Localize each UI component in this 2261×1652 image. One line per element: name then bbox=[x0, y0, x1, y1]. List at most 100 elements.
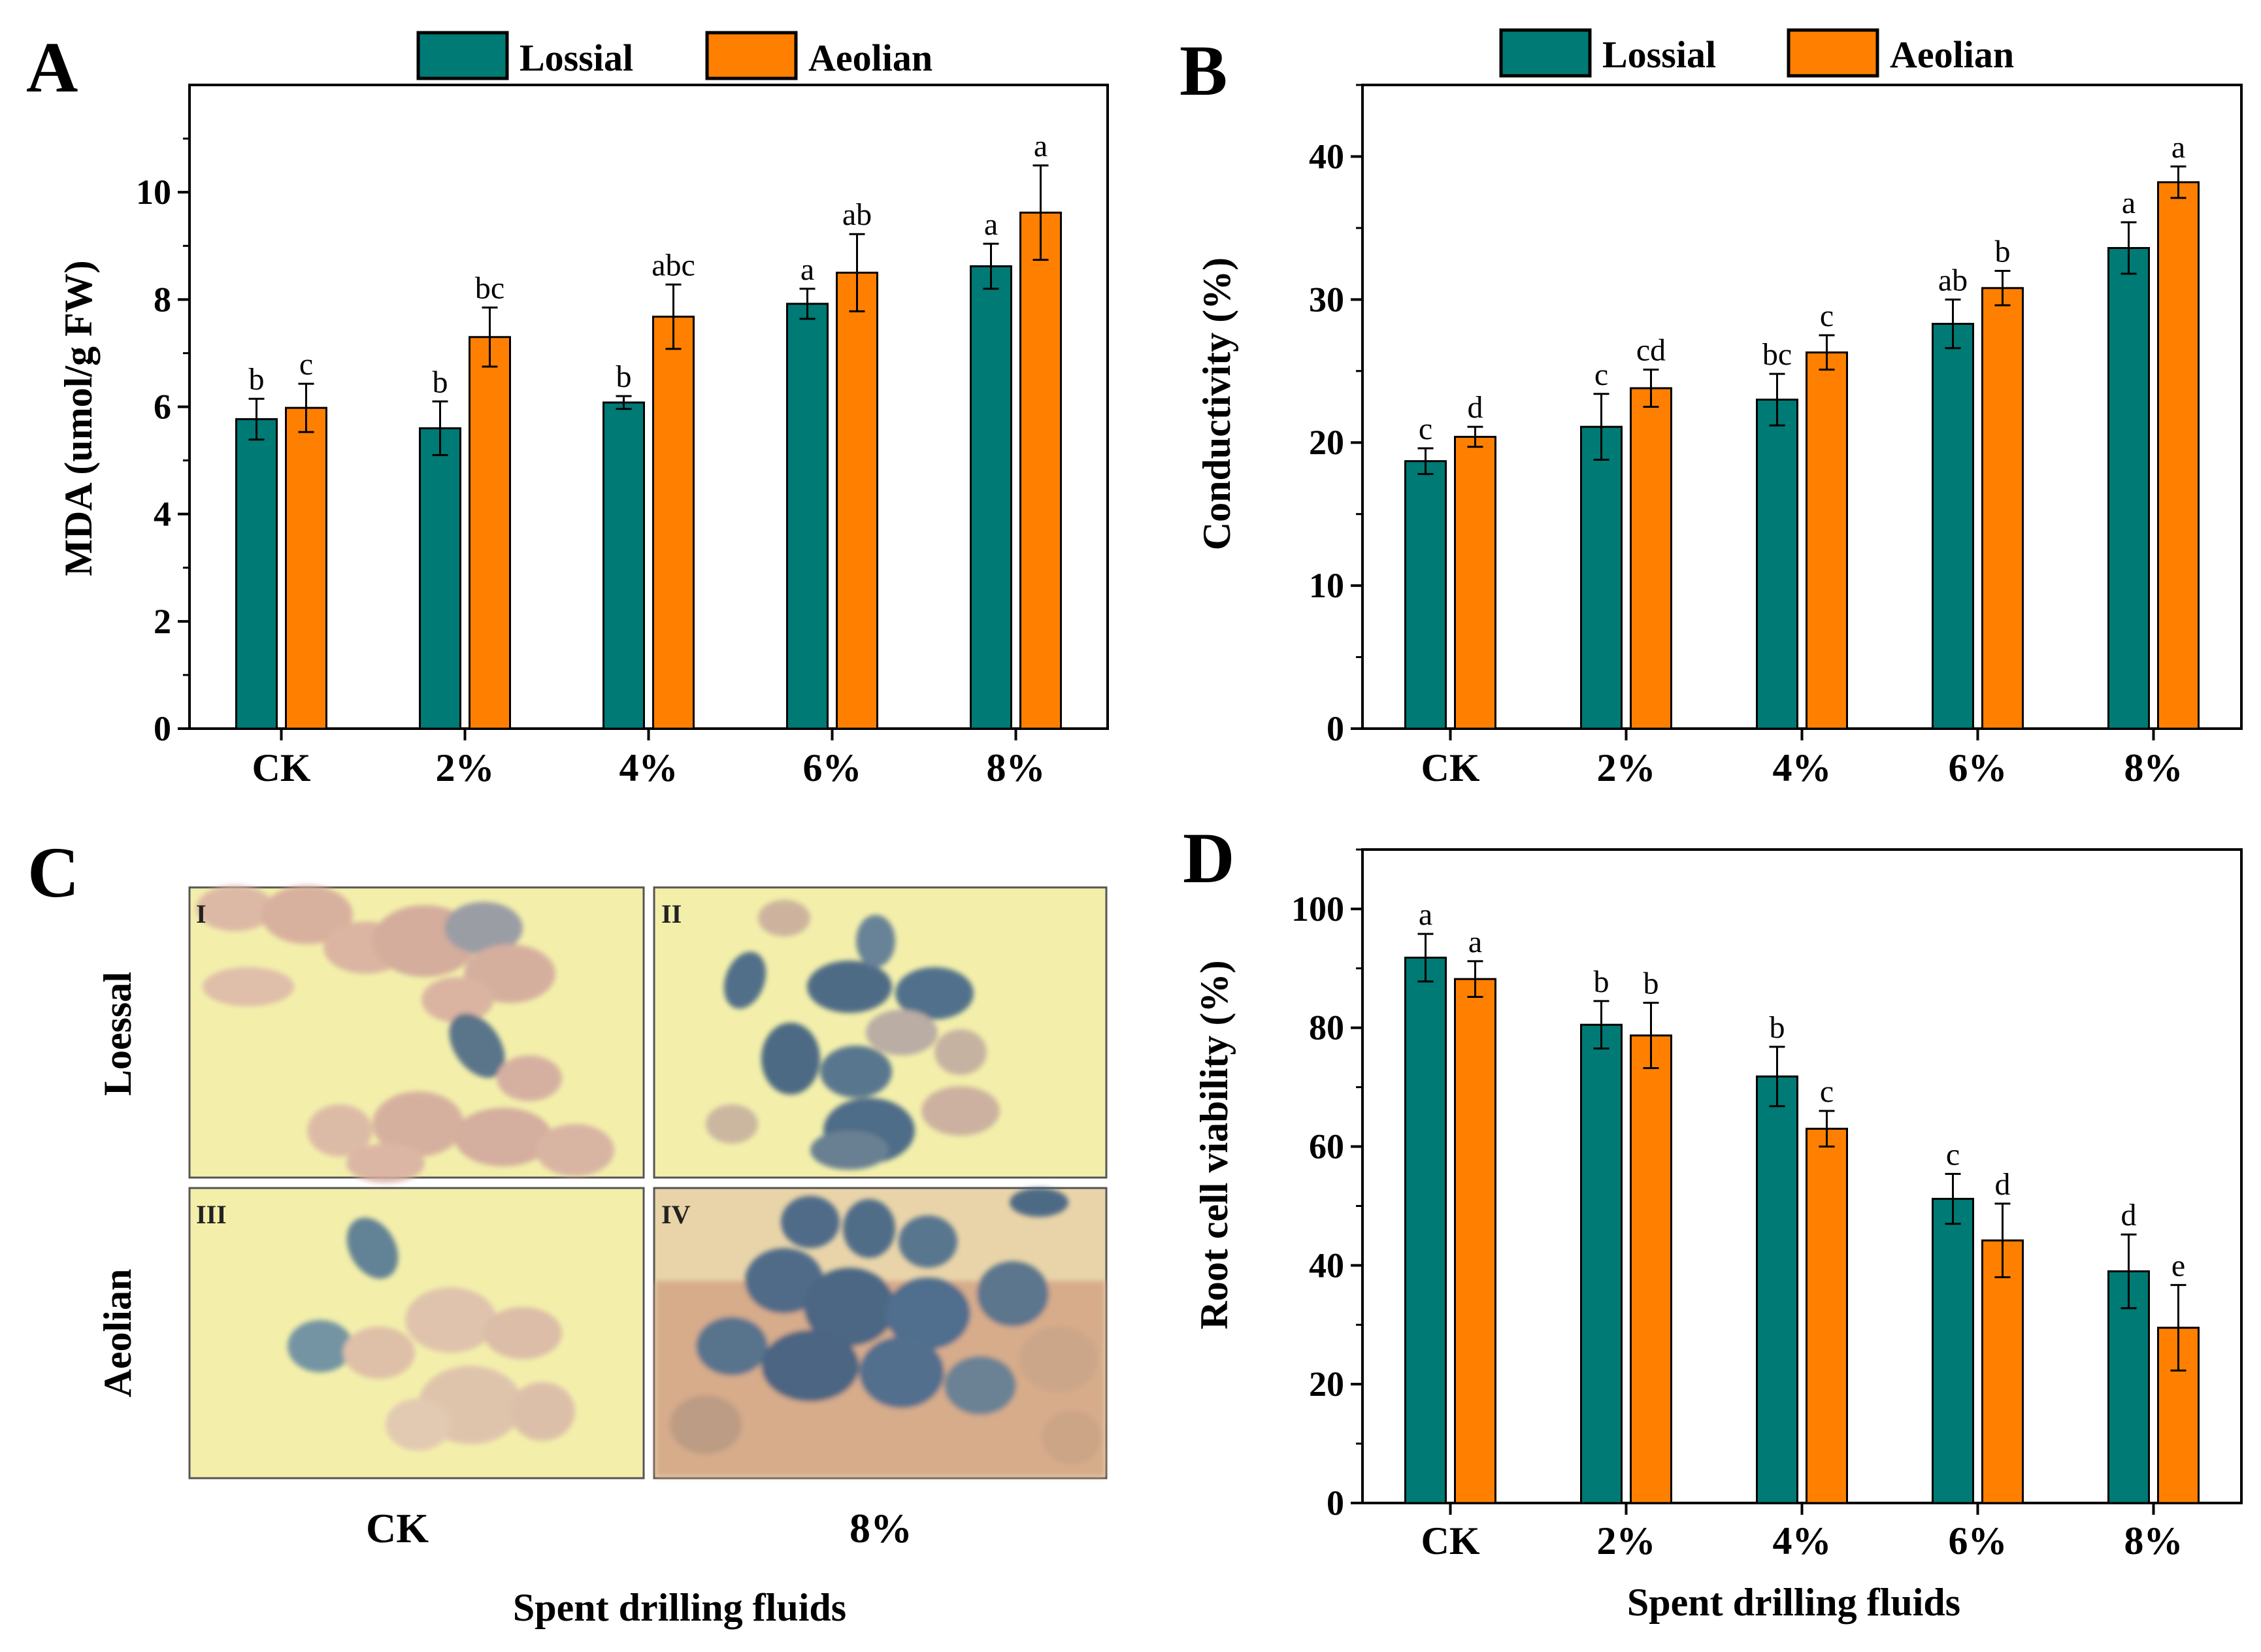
legend-swatch-lossial-b bbox=[1499, 28, 1592, 78]
significance-letter: a bbox=[1468, 925, 1482, 959]
y-axis-label-d: Root cell viability (%) bbox=[1193, 961, 1236, 1330]
significance-letter: b bbox=[1594, 965, 1609, 999]
bar-aeolian bbox=[1806, 351, 1848, 730]
significance-letter: b bbox=[1995, 235, 2011, 269]
significance-letter: c bbox=[1419, 412, 1432, 446]
legend-swatch-aeolian-b bbox=[1787, 28, 1879, 78]
bar-lossial bbox=[602, 401, 645, 730]
y-tick-label: 10 bbox=[1309, 566, 1344, 605]
x-axis-label-d: Spent drilling fluids bbox=[1627, 1581, 1960, 1624]
significance-letter: bc bbox=[1762, 337, 1792, 372]
y-tick-label: 0 bbox=[1327, 1483, 1344, 1523]
legend-swatch-lossial bbox=[416, 31, 509, 80]
x-tick-label: 4% bbox=[619, 746, 678, 789]
x-tick-label: CK bbox=[1421, 1519, 1480, 1562]
micrograph-iv-label: IV bbox=[661, 1200, 691, 1229]
y-tick-label: 8 bbox=[154, 280, 171, 319]
significance-letter: d bbox=[1995, 1167, 2011, 1202]
col-label-8pct: 8% bbox=[850, 1505, 912, 1551]
y-tick-label: 100 bbox=[1291, 889, 1344, 929]
y-tick-label: 60 bbox=[1309, 1127, 1344, 1166]
significance-letter: d bbox=[1468, 390, 1483, 425]
x-tick-label: 4% bbox=[1773, 1519, 1832, 1562]
significance-letter: cd bbox=[1636, 333, 1666, 368]
x-tick-label: CK bbox=[252, 746, 311, 789]
micrograph-iii-label: III bbox=[196, 1200, 227, 1229]
y-tick-label: 40 bbox=[1309, 1246, 1344, 1285]
x-tick-label: 8% bbox=[987, 746, 1046, 789]
micrograph-ii: II bbox=[653, 886, 1108, 1179]
significance-letter: c bbox=[1820, 299, 1834, 333]
significance-letter: b bbox=[433, 365, 448, 399]
micrograph-iv: IV bbox=[653, 1187, 1108, 1479]
significance-letter: a bbox=[2122, 186, 2136, 220]
bar-lossial bbox=[1932, 323, 1974, 730]
significance-letter: c bbox=[1820, 1074, 1834, 1109]
x-tick-label: 4% bbox=[1773, 746, 1832, 789]
y-tick-label: 10 bbox=[136, 173, 171, 212]
micrograph-iv-cells bbox=[655, 1188, 1105, 1477]
x-axis-label-c: Spent drilling fluids bbox=[513, 1586, 846, 1629]
bar-lossial bbox=[2107, 247, 2150, 730]
bar-aeolian bbox=[285, 406, 327, 730]
y-tick-label: 4 bbox=[154, 495, 171, 534]
micrograph-i-cells bbox=[196, 885, 614, 1183]
y-tick-label: 2 bbox=[154, 602, 171, 641]
significance-letter: b bbox=[249, 362, 265, 397]
significance-letter: d bbox=[2121, 1198, 2137, 1232]
bar-aeolian bbox=[1806, 1127, 1848, 1504]
x-tick-label: CK bbox=[1421, 746, 1480, 789]
panel-letter-d: D bbox=[1183, 818, 1234, 898]
bar-lossial bbox=[970, 265, 1012, 730]
micrograph-i-label: I bbox=[196, 899, 206, 929]
bar-aeolian bbox=[1454, 435, 1496, 730]
bar-aeolian bbox=[836, 271, 878, 730]
bar-lossial bbox=[786, 303, 829, 730]
col-label-ck: CK bbox=[366, 1505, 429, 1551]
y-axis-label-a: MDA (umol/g FW) bbox=[57, 260, 100, 576]
bar-aeolian bbox=[652, 316, 695, 730]
micrograph-iii: III bbox=[188, 1187, 645, 1479]
bar-aeolian bbox=[1630, 387, 1672, 730]
significance-letter: c bbox=[1946, 1137, 1960, 1172]
bar-lossial bbox=[2107, 1270, 2150, 1504]
bar-aeolian bbox=[1630, 1034, 1672, 1504]
panel-b: B Lossial Aeolian 010203040CKcd2%ccd4%bc… bbox=[1180, 28, 2243, 789]
bar-lossial bbox=[1932, 1198, 1974, 1504]
bar-lossial bbox=[419, 427, 461, 730]
y-tick-label: 80 bbox=[1309, 1008, 1344, 1048]
y-tick-label: 20 bbox=[1309, 423, 1344, 462]
x-tick-label: 8% bbox=[2124, 746, 2183, 789]
x-tick-label: 6% bbox=[803, 746, 862, 789]
significance-letter: a bbox=[984, 207, 998, 242]
bar-aeolian bbox=[1981, 1239, 2024, 1504]
significance-letter: c bbox=[1594, 357, 1608, 392]
bar-lossial bbox=[1404, 460, 1447, 730]
legend-swatch-aeolian bbox=[705, 31, 798, 80]
micrograph-ii-label: II bbox=[661, 899, 682, 929]
row-label-loessal: Loessal bbox=[96, 972, 139, 1096]
y-tick-label: 40 bbox=[1309, 137, 1344, 176]
significance-letter: e bbox=[2171, 1248, 2185, 1283]
x-tick-label: 2% bbox=[1597, 1519, 1656, 1562]
bar-aeolian bbox=[469, 336, 511, 730]
bar-lossial bbox=[1756, 399, 1798, 730]
panel-letter-c: C bbox=[27, 833, 79, 912]
significance-letter: b bbox=[616, 359, 632, 394]
panel-letter-b: B bbox=[1180, 31, 1227, 110]
micrograph-iii-cells bbox=[288, 1217, 575, 1451]
x-tick-label: 2% bbox=[436, 746, 495, 789]
bar-lossial bbox=[1756, 1075, 1798, 1504]
legend-label-lossial-b: Lossial bbox=[1602, 33, 1716, 76]
x-tick-label: 6% bbox=[1949, 1519, 2007, 1562]
bar-aeolian bbox=[2157, 181, 2200, 730]
bar-lossial bbox=[1404, 956, 1447, 1504]
y-tick-label: 0 bbox=[154, 709, 171, 748]
significance-letter: b bbox=[1770, 1010, 1785, 1045]
significance-letter: a bbox=[2171, 130, 2185, 165]
y-axis-label-b: Conductivity (%) bbox=[1195, 257, 1238, 550]
significance-letter: abc bbox=[652, 248, 695, 282]
micrograph-i: I bbox=[188, 885, 645, 1183]
